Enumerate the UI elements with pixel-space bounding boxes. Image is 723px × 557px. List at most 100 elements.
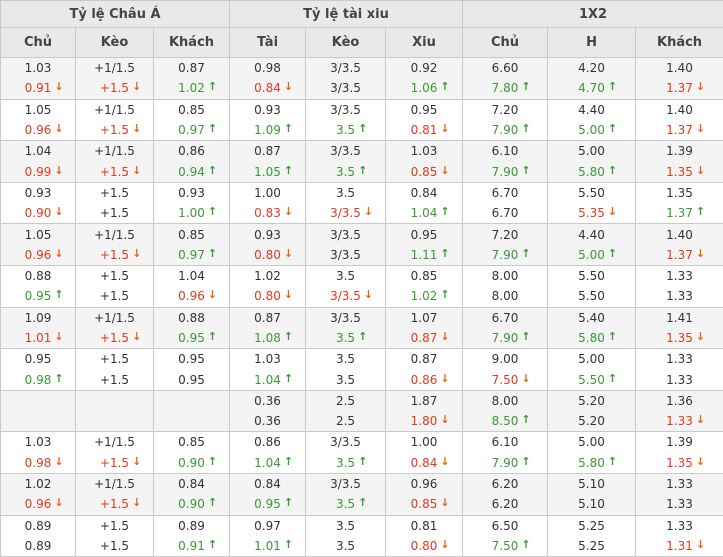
up-arrow-icon: ↑ [281,122,293,135]
odds-cell: 0.96↓ [154,286,230,307]
odds-value: 1.04↑ [411,206,438,220]
odds-value: 3/3.5 [330,248,361,262]
odds-value: 6.70 [492,206,519,220]
odds-cell: 1.80↓ [386,411,463,432]
down-arrow-icon: ↓ [437,538,449,551]
odds-value: 0.97↑ [178,123,205,137]
down-arrow-icon: ↓ [129,80,141,93]
odds-value: 1.33 [666,289,693,303]
down-arrow-icon: ↓ [51,80,63,93]
odds-value: +1.5 [100,206,129,220]
odds-cell: 1.33 [636,349,723,370]
odds-cell: +1.5↓ [76,494,154,515]
odds-value: +1.5 [100,539,129,553]
odds-cell: 6.20 [463,473,548,494]
odds-value: 1.39 [666,435,693,449]
odds-cell: 1.06↑ [386,78,463,99]
odds-value: 5.80↑ [578,165,605,179]
odds-cell: 0.81 [386,515,463,536]
odds-value: +1/1.5 [94,61,135,75]
odds-cell: 1.37↓ [636,245,723,266]
odds-cell: 1.03 [230,349,306,370]
odds-cell: 0.97↑ [154,245,230,266]
odds-cell: 6.10 [463,432,548,453]
odds-value: 1.05 [25,228,52,242]
odds-cell: 3.5↑ [306,161,386,182]
down-arrow-icon: ↓ [129,496,141,509]
up-arrow-icon: ↑ [437,247,449,260]
odds-value: 1.04 [178,269,205,283]
odds-cell: 5.20 [548,411,636,432]
odds-cell: 0.96 [386,473,463,494]
odds-value: 7.80↑ [492,81,519,95]
up-arrow-icon: ↑ [437,288,449,301]
odds-value: 8.00 [492,394,519,408]
odds-cell: +1/1.5 [76,432,154,453]
odds-value: 0.89 [25,539,52,553]
odds-cell: 0.86 [154,141,230,162]
up-arrow-icon: ↑ [205,205,217,218]
odds-cell: 0.88 [154,307,230,328]
odds-value: 1.35↓ [666,456,693,470]
odds-value: 0.97↑ [178,248,205,262]
odds-value: 0.90↑ [178,497,205,511]
odds-cell: 5.00 [548,432,636,453]
odds-cell: 0.93 [230,99,306,120]
odds-value: 1.80↓ [411,414,438,428]
odds-value: 0.95 [411,228,438,242]
down-arrow-icon: ↓ [361,288,373,301]
odds-value: +1.5 [100,269,129,283]
odds-value: 1.33 [666,269,693,283]
odds-value: 1.09 [25,311,52,325]
odds-value: 1.11↑ [411,248,438,262]
odds-cell: 1.33 [636,265,723,286]
up-arrow-icon: ↑ [605,372,617,385]
up-arrow-icon: ↑ [605,122,617,135]
odds-value: 0.83↓ [254,206,281,220]
group-header-row: Tỷ lệ Châu Á Tỷ lệ tài xiu 1X2 [1,1,723,28]
odds-value: 1.87 [411,394,438,408]
up-arrow-icon: ↑ [437,80,449,93]
down-arrow-icon: ↓ [281,205,293,218]
odds-cell: 1.04↑ [386,203,463,224]
odds-cell: 1.05↑ [230,161,306,182]
odds-value: 5.80↑ [578,331,605,345]
odds-cell: 5.80↑ [548,453,636,474]
odds-cell: 1.37↓ [636,78,723,99]
up-arrow-icon: ↑ [518,164,530,177]
odds-cell: 1.04↑ [230,369,306,390]
odds-cell: 0.93 [154,182,230,203]
odds-value: 1.02 [254,269,281,283]
odds-value: 0.92 [411,61,438,75]
odds-value: 6.20 [492,477,519,491]
odds-value: 3.5↑ [336,165,355,179]
odds-value: 0.95 [25,352,52,366]
odds-cell [76,411,154,432]
up-arrow-icon: ↑ [355,330,367,343]
odds-cell: 0.95↑ [154,328,230,349]
odds-value: 3/3.5↓ [330,289,361,303]
odds-value: 5.00 [578,144,605,158]
up-arrow-icon: ↑ [205,247,217,260]
odds-value: 0.97 [254,519,281,533]
odds-cell: 0.93 [230,224,306,245]
odds-cell: 1.02 [1,473,76,494]
odds-cell: 1.35↓ [636,161,723,182]
odds-value: 1.37↓ [666,123,693,137]
up-arrow-icon: ↑ [355,164,367,177]
up-arrow-icon: ↑ [605,330,617,343]
odds-value: 1.03 [411,144,438,158]
up-arrow-icon: ↑ [437,205,449,218]
odds-value: 1.01↓ [25,331,52,345]
odds-cell: 3/3.5 [306,78,386,99]
odds-cell: 1.40 [636,224,723,245]
odds-value: 5.40 [578,311,605,325]
odds-cell: 0.86↓ [386,369,463,390]
odds-value: 8.00 [492,269,519,283]
odds-value: 1.08↑ [254,331,281,345]
odds-cell: 0.87 [154,58,230,79]
odds-value: 1.37↓ [666,81,693,95]
